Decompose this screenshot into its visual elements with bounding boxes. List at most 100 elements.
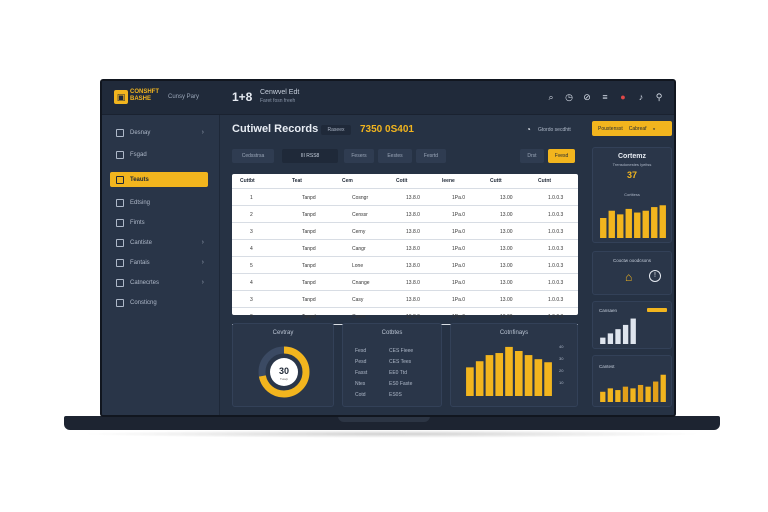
card4-bar bbox=[615, 390, 621, 402]
table-cell: Cangr bbox=[352, 246, 366, 252]
page-code: 7350 0S401 bbox=[360, 124, 414, 135]
donut-panel: Cevtray 30 Tusvp bbox=[232, 323, 334, 407]
sidebar-item-8[interactable]: Catnecrtes › bbox=[110, 275, 208, 290]
card4-bar bbox=[630, 388, 636, 402]
table-cell: Cnange bbox=[352, 280, 370, 286]
table-cell: Tanpd bbox=[302, 314, 316, 320]
axis-tick-label: 10 bbox=[559, 380, 564, 385]
page-chip[interactable]: Raseex bbox=[321, 125, 351, 135]
sidebar-item-active[interactable]: Teauts bbox=[110, 172, 208, 187]
table-cell: 13.00 bbox=[500, 246, 513, 252]
card4-bar bbox=[600, 391, 606, 402]
card3-bar bbox=[622, 324, 629, 344]
table-cell: Casy bbox=[352, 297, 364, 303]
table-row[interactable]: 1 Tanpd Cosngr 13.8.0 1Pa.0 13.00 1.0.0.3 bbox=[232, 191, 578, 206]
table-header-row: Cuttbt Teat Cem Cotit Ieene Cuttt Cutnt bbox=[232, 174, 578, 189]
yellow-button[interactable]: Fvesd bbox=[548, 149, 575, 163]
filter-3[interactable]: Fesers bbox=[344, 149, 374, 163]
alert-icon[interactable]: ! bbox=[649, 270, 661, 282]
table-cell: 1Pa.0 bbox=[452, 246, 466, 252]
icon-card-title: Cooctw ooodcsons bbox=[612, 258, 652, 263]
table-cell: 1Pa.0 bbox=[452, 229, 466, 235]
table-cell: 1Pa.0 bbox=[452, 263, 466, 269]
table-cell: 1.0.0.3 bbox=[548, 297, 564, 303]
card3-bar bbox=[630, 318, 636, 344]
plain-button[interactable]: Drst bbox=[520, 149, 544, 163]
list-value: CES Fieee bbox=[389, 348, 414, 354]
table-cell: Tanpd bbox=[302, 263, 316, 269]
clock-icon[interactable]: ◷ bbox=[565, 92, 573, 102]
table-header-cell: Cutnt bbox=[538, 178, 552, 184]
kpi-bar bbox=[659, 205, 666, 238]
logo-icon: ▣ bbox=[114, 90, 128, 104]
list-value: CES Tees bbox=[389, 359, 412, 365]
kpi-bar bbox=[600, 218, 607, 238]
sidebar-item-label: Desnay bbox=[130, 129, 151, 136]
brand-subtitle: Cunsy Pary bbox=[168, 94, 200, 100]
bar-mark bbox=[534, 359, 543, 396]
chart-card-1-bars bbox=[600, 318, 636, 344]
icon-card: Cooctw ooodcsons ⌂ ! bbox=[592, 251, 672, 295]
sidebar-item-label: Fimts bbox=[130, 219, 145, 226]
bell-icon[interactable]: ⌂ bbox=[625, 270, 633, 284]
table-cell: 1Pa.0 bbox=[452, 314, 466, 320]
table-header-cell: Cuttbt bbox=[240, 178, 255, 184]
table-cell: Cerny bbox=[352, 229, 366, 235]
filter-4[interactable]: Eestes bbox=[378, 149, 412, 163]
sidebar-item-1[interactable]: Desnay › bbox=[110, 125, 208, 140]
kpi-bar bbox=[651, 207, 658, 238]
sidebar-item-label: Cantiste bbox=[130, 239, 153, 246]
table-cell: 1 bbox=[250, 195, 253, 201]
help-icon[interactable]: ⊘ bbox=[583, 92, 591, 102]
table-cell: 13.00 bbox=[500, 263, 513, 269]
document-icon bbox=[116, 218, 124, 227]
user-icon[interactable]: ⚲ bbox=[655, 92, 663, 102]
filter-dropdown[interactable]: III RSS8 bbox=[282, 149, 338, 163]
notification-icon[interactable]: ● bbox=[620, 92, 626, 102]
filter-1[interactable]: Cedsstrsa bbox=[232, 149, 274, 163]
table-cell: 13.00 bbox=[500, 229, 513, 235]
chevron-right-icon: › bbox=[201, 129, 204, 136]
table-cell: 13.8.0 bbox=[406, 297, 420, 303]
table-row[interactable]: 2 Tanpd Censsr 13.8.0 1Pa.0 13.00 1.0.0.3 bbox=[232, 208, 578, 223]
table-row[interactable]: 3 Tanpd Cerny 13.8.0 1Pa.0 13.00 1.0.0.3 bbox=[232, 225, 578, 240]
accent-action-button[interactable]: Poustensst Cabreaf ◒ bbox=[592, 121, 672, 136]
sidebar-item-4[interactable]: Edtsing bbox=[110, 195, 208, 210]
bar-mark bbox=[485, 355, 494, 396]
sidebar-item-2[interactable]: Fsgad bbox=[110, 147, 208, 162]
list-key: Fesd bbox=[355, 348, 367, 354]
bars-panel-title: Cotnfinays bbox=[499, 330, 529, 336]
chart-card-2-title: Cantest bbox=[599, 364, 615, 369]
search-icon[interactable]: ⌕ bbox=[548, 92, 554, 102]
list-value: ES0S bbox=[389, 392, 402, 398]
table-row[interactable]: 3 Tanpd Casy 13.8.0 1Pa.0 13.00 1.0.0.3 bbox=[232, 293, 578, 308]
list-key: Pesd bbox=[355, 359, 367, 365]
laptop-screen: ▣ CONSHFT BASHE Cunsy Pary 1+8 Cenwvel E… bbox=[100, 79, 676, 417]
table-row[interactable]: 5 Tanpd Lone 13.8.0 1Pa.0 13.00 1.0.0.3 bbox=[232, 259, 578, 274]
records-table: Cuttbt Teat Cem Cotit Ieene Cuttt Cutnt 1 Tanpd C… bbox=[232, 174, 578, 325]
records-icon bbox=[116, 175, 124, 184]
axis-tick-label: 20 bbox=[559, 368, 564, 373]
sidebar-item-9[interactable]: Consticng bbox=[110, 295, 208, 310]
menu-icon[interactable]: ≡ bbox=[602, 92, 608, 102]
table-header-cell: Cem bbox=[342, 178, 353, 184]
card4-bar bbox=[653, 381, 659, 402]
table-cell: Censsr bbox=[352, 212, 368, 218]
kpi-bar bbox=[625, 208, 632, 238]
list-value: EE0 Ttd bbox=[389, 370, 407, 376]
top-icon-group: ⌕ ◷ ⊘ ≡ ● ♪ ⚲ bbox=[546, 92, 664, 102]
filter-5[interactable]: Fesrtd bbox=[416, 149, 446, 163]
folder-icon bbox=[116, 150, 124, 159]
table-cell: 13.00 bbox=[500, 212, 513, 218]
table-cell: 1.0.0.3 bbox=[548, 229, 564, 235]
table-row[interactable]: 4 Tanpd Cangr 13.8.0 1Pa.0 13.00 1.0.0.3 bbox=[232, 242, 578, 257]
table-row[interactable]: 4 Tanpd Cnange 13.8.0 1Pa.0 13.00 1.0.0.3 bbox=[232, 276, 578, 291]
table-header-cell: Cuttt bbox=[490, 178, 502, 184]
bell-icon[interactable]: ♪ bbox=[638, 92, 644, 102]
card3-bar bbox=[600, 337, 606, 344]
top-subtitle: Faret fosn freeh bbox=[260, 98, 296, 104]
sidebar-item-7[interactable]: Fantais › bbox=[110, 255, 208, 270]
sidebar-item-5[interactable]: Fimts bbox=[110, 215, 208, 230]
sidebar-item-6[interactable]: Cantiste › bbox=[110, 235, 208, 250]
